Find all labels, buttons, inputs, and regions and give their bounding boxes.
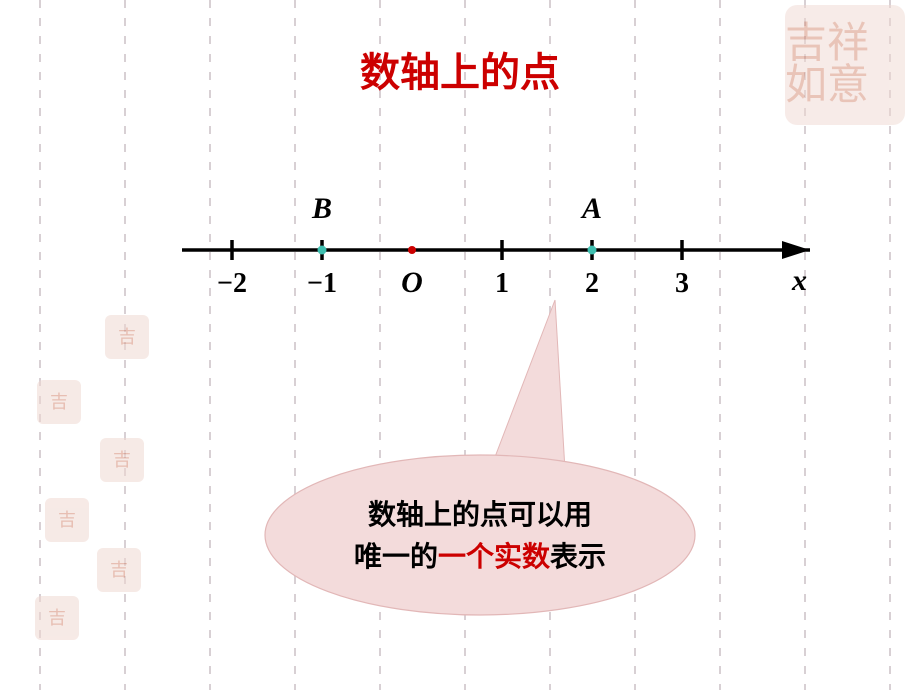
callout-line-2: 唯一的一个实数表示: [300, 537, 660, 579]
watermark-small-2: 吉: [100, 438, 144, 482]
svg-text:O: O: [401, 266, 423, 299]
svg-text:2: 2: [585, 268, 599, 299]
svg-text:A: A: [580, 192, 602, 225]
svg-text:−1: −1: [307, 268, 337, 299]
svg-text:−2: −2: [217, 268, 247, 299]
watermark-small-5: 吉: [35, 596, 79, 640]
callout-line-1: 数轴上的点可以用: [300, 495, 660, 537]
svg-text:x: x: [791, 264, 807, 297]
watermark-small-0: 吉: [105, 315, 149, 359]
watermark-large: 吉祥如意: [785, 5, 905, 125]
svg-text:B: B: [311, 192, 332, 225]
svg-text:3: 3: [675, 268, 689, 299]
watermark-small-4: 吉: [97, 548, 141, 592]
watermark-small-1: 吉: [37, 380, 81, 424]
svg-text:1: 1: [495, 268, 509, 299]
watermark-small-3: 吉: [45, 498, 89, 542]
callout-text: 数轴上的点可以用 唯一的一个实数表示: [300, 495, 660, 579]
